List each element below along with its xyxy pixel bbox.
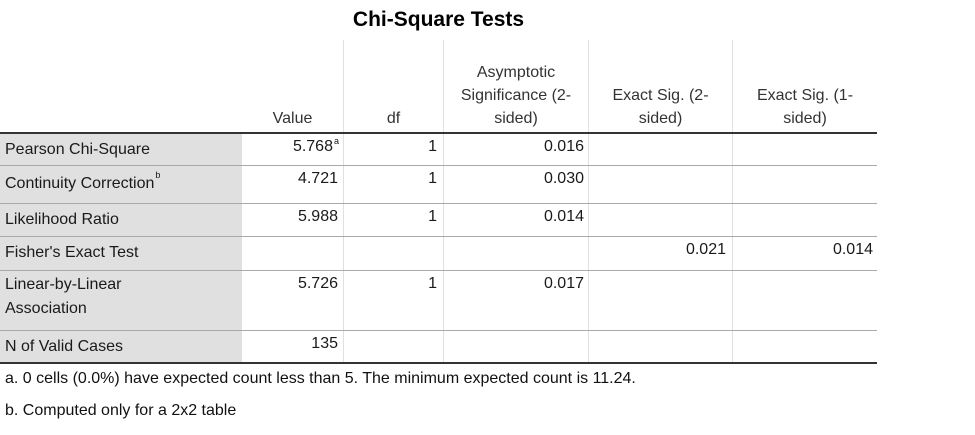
footnote-b: b. Computed only for a 2x2 table [5,402,237,419]
header-exact-sig-1-sided: Exact Sig. (1- sided) [756,87,854,127]
table-row: Continuity Correctionb 4.721 1 0.030 [0,166,877,204]
cell-exact-1 [733,204,877,236]
cell-asymptotic: 0.017 [444,271,589,330]
cell-asymptotic: 0.014 [444,204,589,236]
cell-exact-1: 0.014 [832,241,873,258]
cell-df: 1 [344,134,444,165]
cell-exact-2 [589,331,733,362]
header-row: Value df Asymptotic Significance (2- sid… [0,40,877,134]
cell-exact-2 [589,166,733,203]
row-label: Pearson Chi-Square [0,134,242,165]
cell-asymptotic: 0.016 [444,134,589,165]
header-df: df [344,40,444,132]
cell-df: 1 [344,166,444,203]
row-label: Fisher's Exact Test [0,237,242,270]
chi-square-table: Value df Asymptotic Significance (2- sid… [0,40,877,364]
header-exact-sig-2-sided: Exact Sig. (2- sided) [589,40,733,132]
footnote-marker: b [155,170,161,180]
cell-value [242,237,344,270]
cell-exact-1 [733,331,877,362]
cell-exact-2: 0.021 [589,237,733,270]
table-row: Linear-by-Linear Association 5.726 1 0.0… [0,271,877,331]
cell-asymptotic [444,331,589,362]
footnote-marker: a [333,136,339,146]
table-row: Likelihood Ratio 5.988 1 0.014 [0,204,877,237]
cell-value: 4.721 [242,166,344,203]
table-title: Chi-Square Tests [352,8,525,31]
cell-value: 5.988 [242,204,344,236]
header-value: Value [242,40,344,132]
cell-exact-2 [589,204,733,236]
table-row: Fisher's Exact Test 0.021 0.014 [0,237,877,271]
cell-value: 5.768a [242,134,344,165]
cell-exact-1 [733,271,877,330]
cell-exact-1 [733,166,877,203]
cell-value: 135 [242,331,344,362]
table-row: Pearson Chi-Square 5.768a 1 0.016 [0,134,877,166]
cell-exact-2 [589,271,733,330]
cell-asymptotic [444,237,589,270]
cell-df [344,237,444,270]
cell-exact-1 [733,134,877,165]
row-label: N of Valid Cases [0,331,242,362]
cell-df [344,331,444,362]
row-label: Likelihood Ratio [0,204,242,236]
cell-exact-2 [589,134,733,165]
table-row: N of Valid Cases 135 [0,331,877,364]
row-label: Continuity Correctionb [0,166,242,203]
cell-df: 1 [344,204,444,236]
cell-value: 5.726 [242,271,344,330]
cell-asymptotic: 0.030 [444,166,589,203]
cell-df: 1 [344,271,444,330]
row-label: Linear-by-Linear Association [0,271,242,330]
header-blank [0,40,242,132]
header-asymptotic-significance: Asymptotic Significance (2- sided) [444,40,589,132]
footnote-a: a. 0 cells (0.0%) have expected count le… [5,370,636,387]
